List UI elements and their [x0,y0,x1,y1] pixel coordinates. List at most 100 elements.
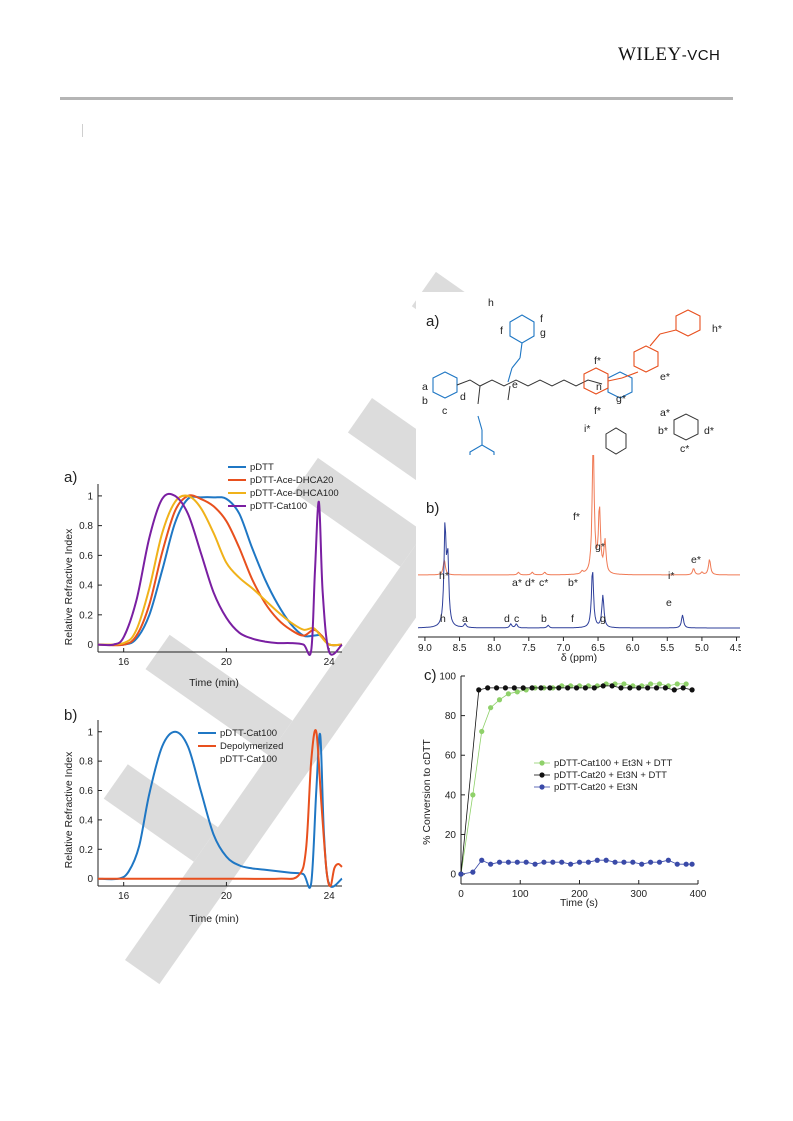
conversion-series-1-point [520,685,526,691]
scheme-label-g-star: g* [616,393,626,405]
publisher-name: WILEY [618,44,682,65]
sec-a-y-tick-label: 0.4 [79,581,93,592]
scheme-label-f: f [500,325,503,337]
sec-b-y-tick-label: 0.6 [79,786,93,797]
scheme-label-g: g [540,327,546,339]
conversion-series-1-point [493,685,500,691]
conversion-series-2-point [514,859,520,865]
scheme-panel-label: a) [426,313,439,330]
nmr-panel-label: b) [426,500,439,517]
conversion-series-1-point [671,687,677,693]
nmr-spectrum: b) δ (ppm) 9.0 8.5 8.0 7.5 7.0 6.5 6.0 5.5 5.0 4.… [416,455,741,664]
sec-a-legend-label-3: pDTT-Cat100 [250,501,307,512]
conversion-series-0-point [479,728,485,735]
conversion-y-tick-label: 0 [450,870,456,881]
sec-a-y-tick-label: 0.2 [79,610,93,621]
conversion-series-2-point [621,859,627,865]
conversion-series-0-point [621,681,627,687]
nmr-peak-label-a: a [462,613,468,625]
sec-b-x-tick-label: 24 [324,891,336,902]
sec-a-y-axis-title: Relative Refractive Index [63,528,75,645]
nmr-peak-label-g-star: g* [595,541,605,553]
sec-b-series-0 [97,730,343,889]
sec-b-y-tick-label: 0.2 [79,845,93,856]
sec-b-x-tick-label: 20 [221,891,233,902]
nmr-peak-label-a-star: a* [512,577,522,589]
margin-mark [82,124,83,137]
scheme-label-f2: f [540,313,543,325]
conversion-series-2-point [689,861,695,867]
conversion-legend-marker-0 [539,760,545,766]
sec-a-series-0 [97,495,343,647]
conversion-y-tick-label: 20 [445,830,457,841]
conversion-y-axis-title: % Conversion to cDTT [421,739,433,845]
conversion-series-1-point [653,685,660,691]
sec-a-legend-label-0: pDTT [250,462,274,473]
nmr-peak-label-h-star: h* [439,570,449,582]
sec-chart-a: a) Relative Refractive Index Time (min) … [63,462,343,689]
conversion-series-2-point [550,859,556,865]
scheme-label-h-star: h* [712,323,722,335]
conversion-series-2-point [532,861,538,867]
sec-b-panel-label: b) [64,707,77,724]
conversion-series-1-point [680,685,686,691]
nmr-peak-label-e: e [666,597,672,609]
sec-a-y-tick-label: 0.8 [79,521,93,532]
conversion-x-tick-label: 200 [571,889,588,900]
conversion-series-1-point [485,685,491,691]
sec-a-series-1 [97,494,343,647]
sec-a-x-axis-title: Time (min) [189,677,239,689]
conversion-x-tick-label: 0 [458,889,464,900]
conversion-series-1-point [538,685,544,691]
nmr-trace-0 [418,455,740,576]
nmr-x-tick-label: 6.0 [626,643,640,654]
conversion-series-2-point [523,859,529,865]
conversion-series-2-point [458,871,464,877]
conversion-legend-label-1: pDTT-Cat20 + Et3N + DTT [554,770,667,781]
sec-a-legend-label-1: pDTT-Ace-DHCA20 [250,475,333,486]
conversion-series-1-point [609,683,615,689]
nmr-peak-label-g: g [600,613,606,625]
scheme-label-i-star: i* [584,423,590,435]
conversion-series-2-point [479,857,485,863]
conversion-series-0-point [656,681,663,687]
chemical-scheme: a) h a b c d e f f g n e [416,292,738,470]
conversion-series-2-point [603,857,609,863]
publisher-logo: WILEY-VCH [618,44,720,66]
sec-b-legend-label-0: pDTT-Cat100 [220,728,277,739]
conversion-series-2-point [639,861,645,867]
scheme-label-b: b [422,395,428,407]
nmr-x-tick-label: 4.5 [730,643,741,654]
conversion-series-0-point [496,697,503,703]
nmr-x-tick-label: 9.0 [418,643,432,654]
conversion-series-2-point [576,859,583,865]
nmr-peak-label-c: c [514,613,519,625]
conversion-series-1-point [618,685,624,691]
nmr-x-tick-label: 7.5 [522,643,536,654]
conversion-series-1-point [662,685,669,691]
conversion-series-1-point [565,685,571,691]
nmr-peak-label-e-star: e* [691,554,701,566]
scheme-label-a: a [422,381,428,393]
conversion-series-1-point [582,685,589,691]
scheme-label-e: e [512,379,518,391]
conversion-series-1-point [591,685,597,691]
nmr-peak-label-d: d [504,613,510,625]
sec-b-y-tick-label: 0.8 [79,757,93,768]
conversion-series-2-point [488,861,494,867]
conversion-x-tick-label: 400 [690,889,707,900]
scheme-label-d: d [460,391,466,403]
conversion-x-tick-label: 300 [630,889,647,900]
nmr-peak-label-f: f [571,613,574,625]
conversion-series-1-point [511,685,517,691]
sec-b-legend-label-1: Depolymerized [220,741,283,752]
conversion-series-1-point [556,685,562,691]
conversion-y-tick-label: 40 [445,790,457,801]
conversion-series-0-point [470,792,476,798]
sec-a-y-tick-label: 0.6 [79,551,93,562]
sec-chart-b: b) Relative Refractive Index Time (min) … [63,707,343,925]
conversion-series-0-point [488,705,494,711]
scheme-label-c: c [442,405,447,417]
sec-b-x-axis-title: Time (min) [189,913,239,925]
sec-b-series-1 [98,729,343,888]
